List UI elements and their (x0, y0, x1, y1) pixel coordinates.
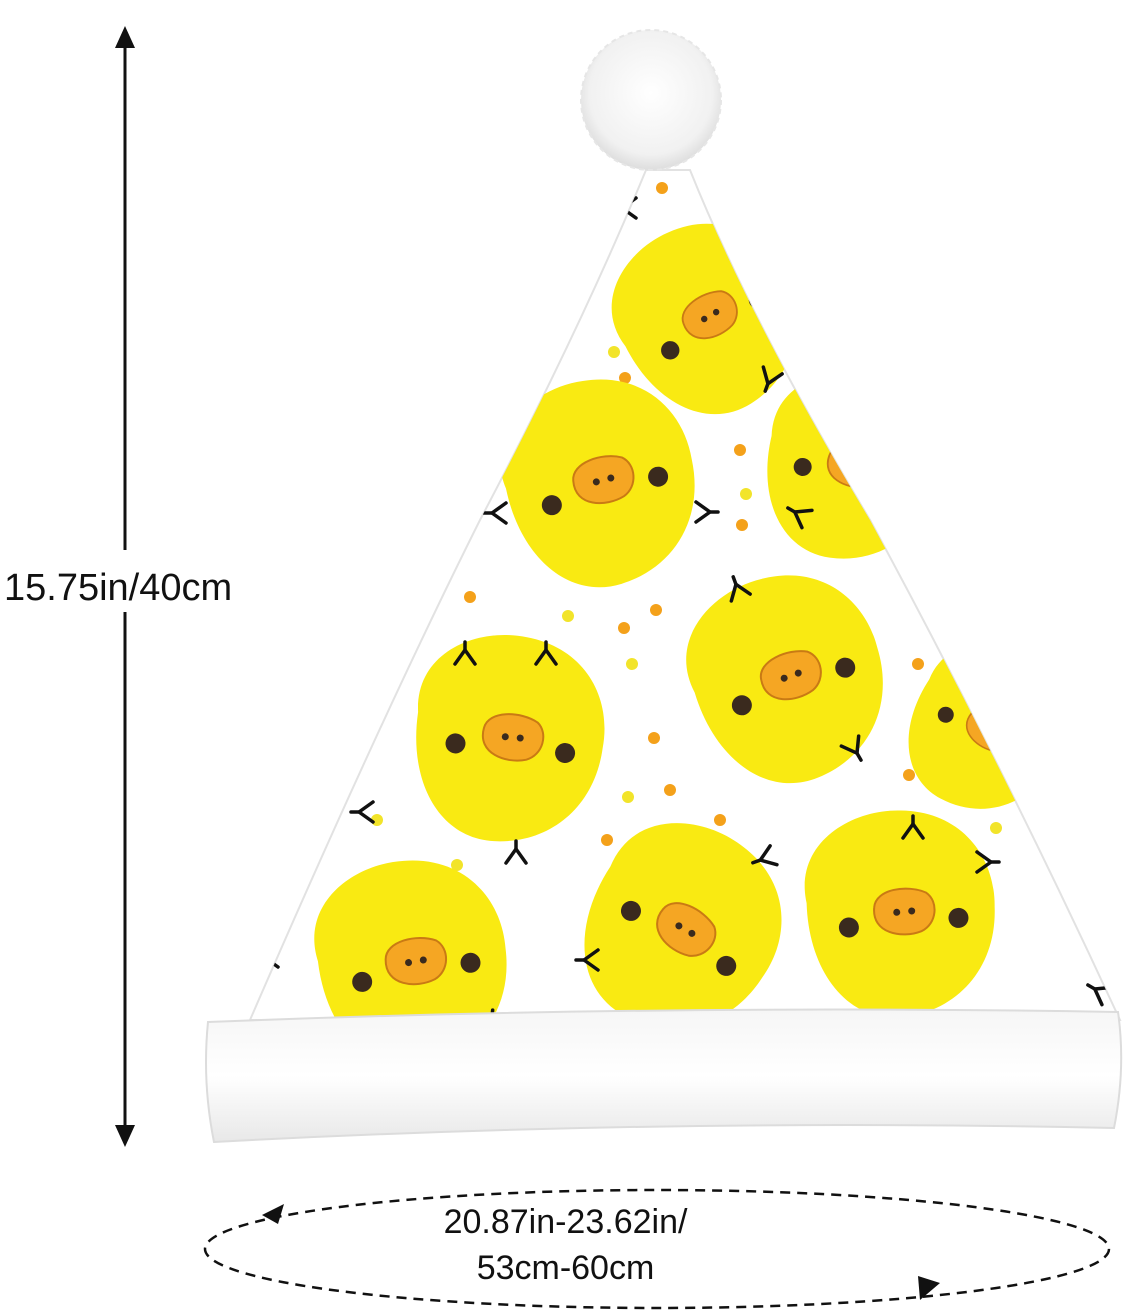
arrow-left-icon (262, 1204, 284, 1224)
height-measurement-label: 15.75in/40cm (4, 565, 233, 612)
height-dimension-arrow (115, 26, 135, 1147)
circumference-dimension (203, 1188, 1111, 1310)
arrow-down-icon (115, 1125, 135, 1147)
pattern-dots (371, 182, 1002, 893)
hat-body (248, 169, 1122, 1021)
circumference-cm-label: 53cm-60cm (476, 1249, 655, 1287)
arrow-up-icon (115, 26, 135, 48)
pom-pom (580, 29, 722, 171)
chick-pattern (254, 182, 1114, 1020)
hat-brim (205, 1008, 1123, 1144)
circumference-inches-label: 20.87in-23.62in/ (443, 1203, 688, 1241)
arrow-right-icon (918, 1276, 940, 1300)
